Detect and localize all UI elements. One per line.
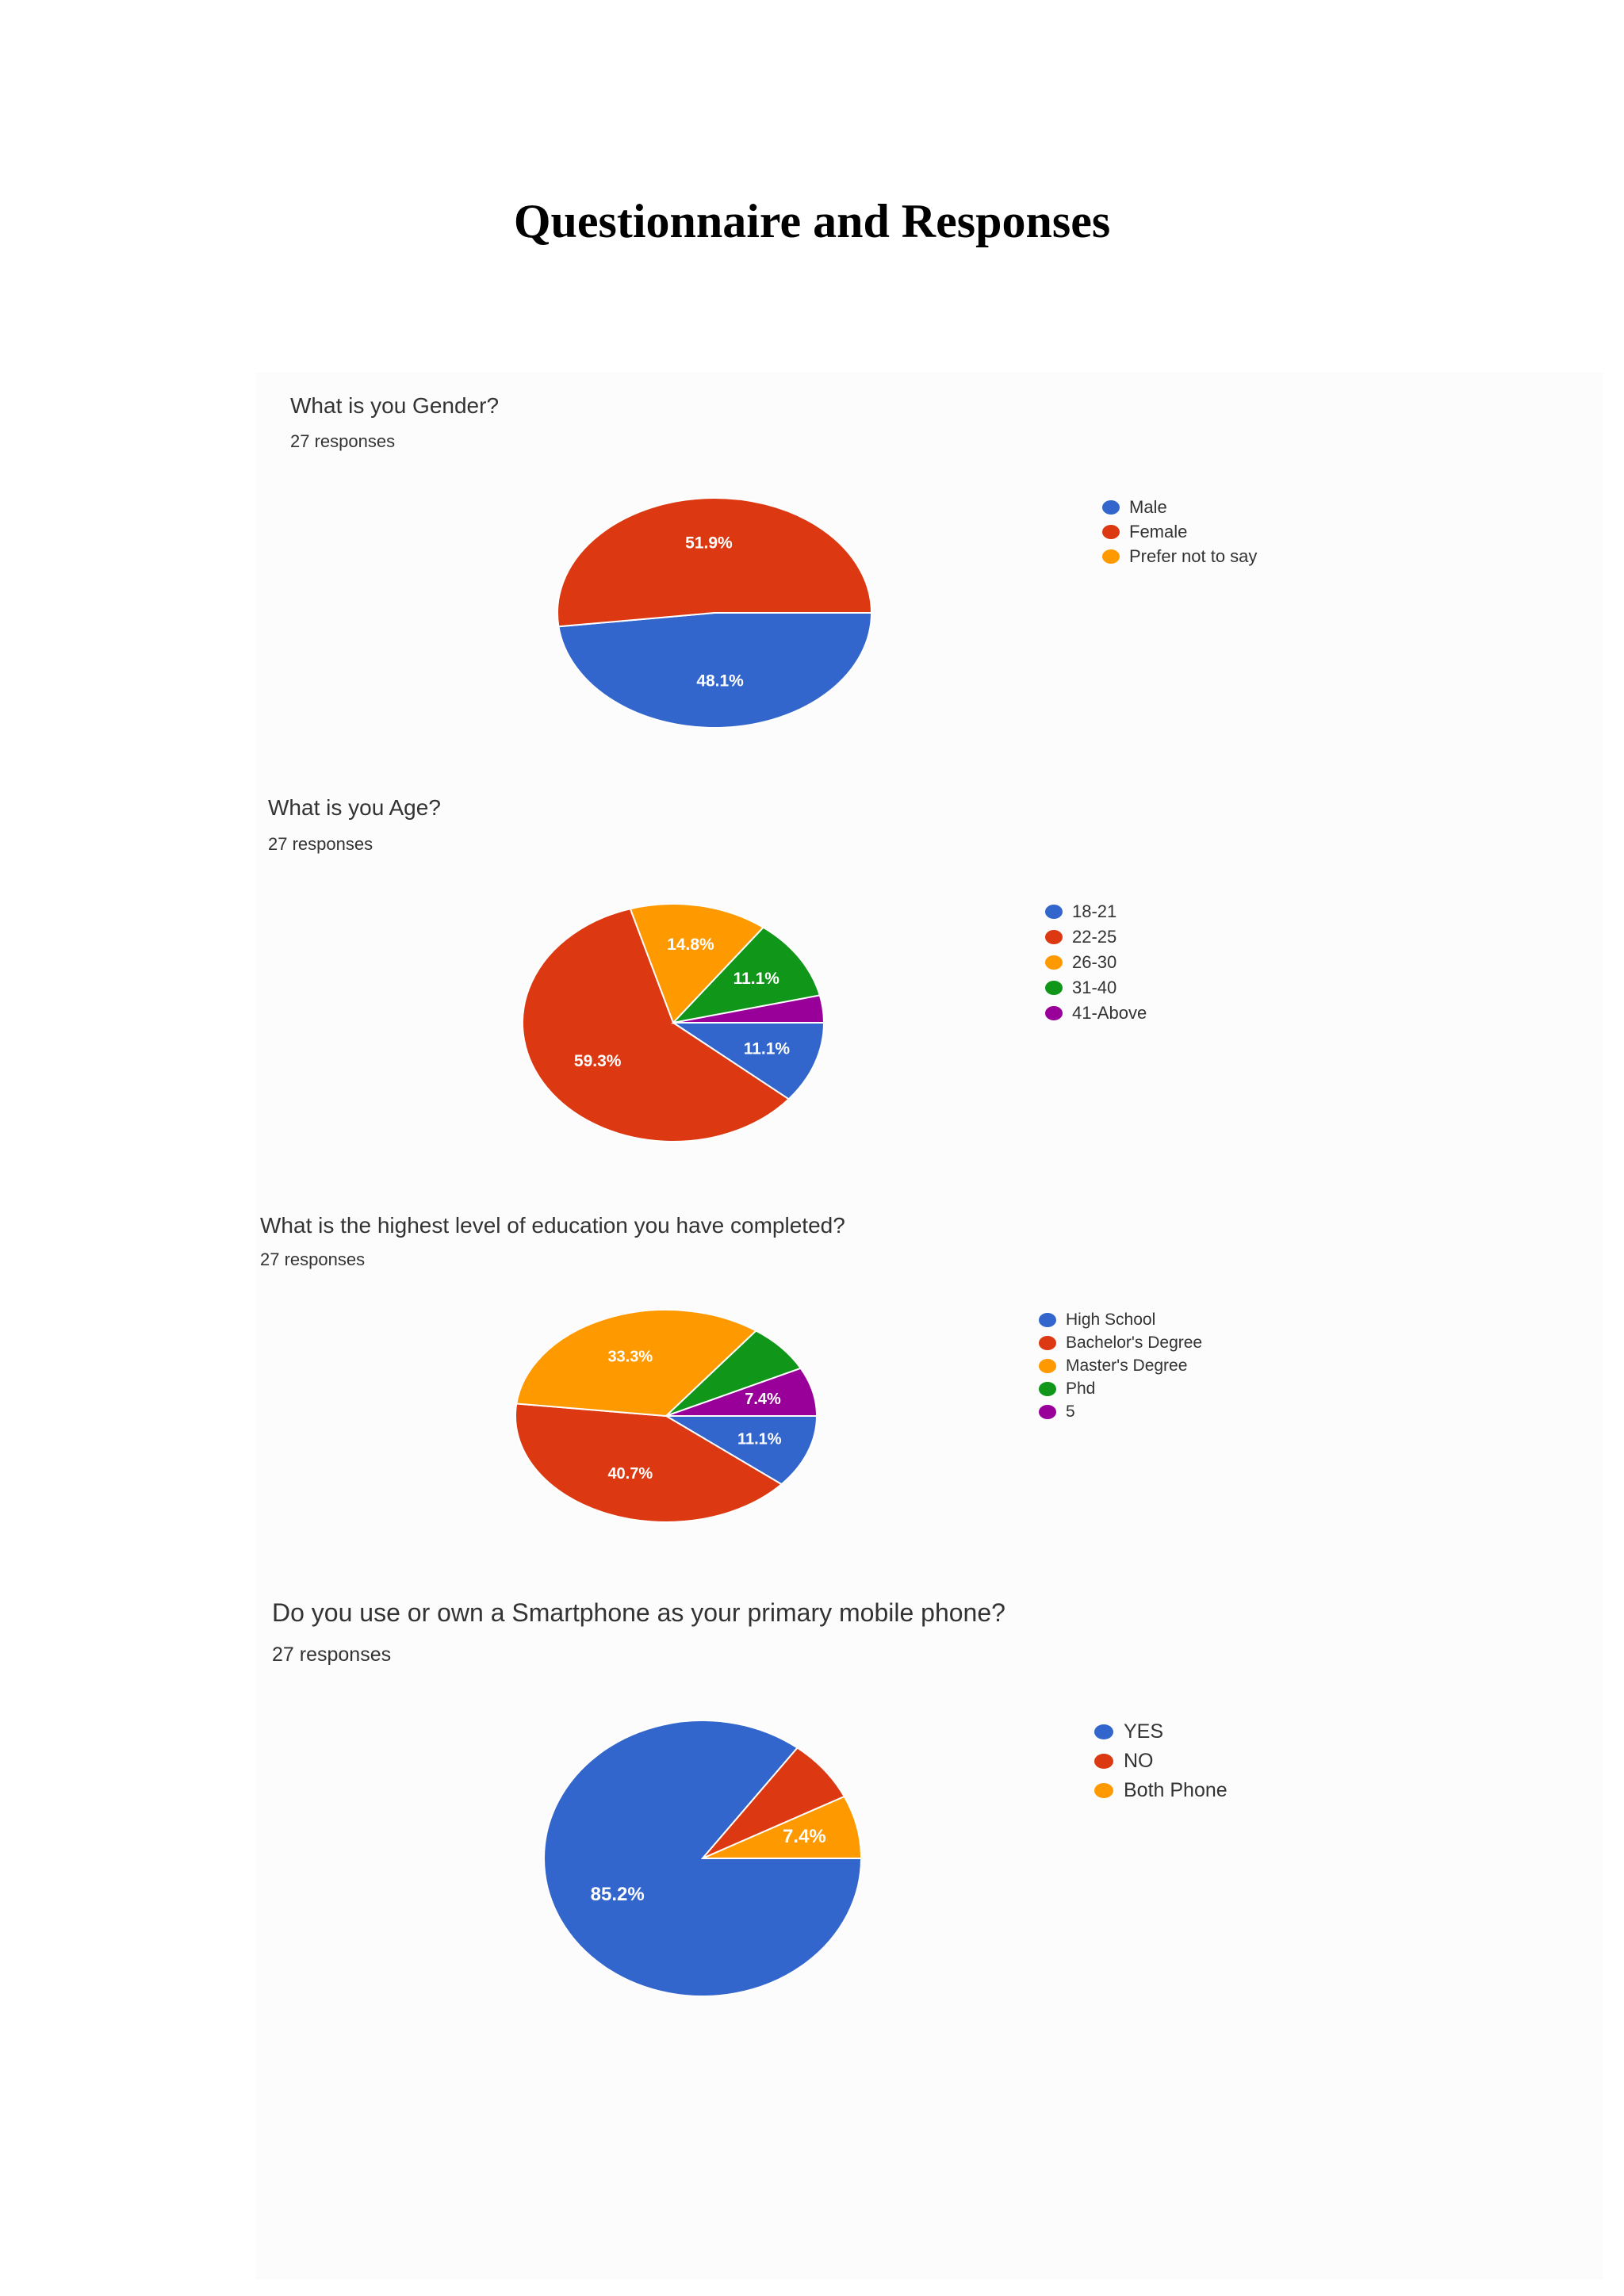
legend-item[interactable]: Master's Degree [1039, 1354, 1202, 1377]
legend-color-dot-icon [1039, 1358, 1056, 1373]
legend-color-dot-icon [1039, 1312, 1056, 1327]
legend-label: Bachelor's Degree [1066, 1333, 1203, 1352]
legend-label: 18-21 [1072, 901, 1117, 921]
legend-label: NO [1124, 1750, 1154, 1772]
legend-color-dot-icon [1094, 1724, 1113, 1739]
legend-item[interactable]: Prefer not to say [1102, 544, 1257, 568]
legend: YES NO Both Phone [1094, 1717, 1228, 1805]
legend: 18-21 22-25 26-30 31-40 41-Above [1045, 899, 1147, 1026]
chart-panel-education [255, 1197, 1603, 1598]
legend-item[interactable]: Male [1102, 495, 1257, 519]
legend-color-dot-icon [1094, 1783, 1113, 1798]
pie-slice-22-25 [522, 908, 791, 1142]
pie-slice-18-21 [670, 1022, 825, 1100]
pie-slice-26-30 [629, 902, 765, 1024]
legend-label: 26-30 [1072, 952, 1117, 972]
legend-color-dot-icon [1045, 981, 1063, 995]
data-label: 51.9% [685, 534, 733, 553]
legend-color-dot-icon [1039, 1404, 1056, 1419]
legend-color-dot-icon [1045, 905, 1063, 919]
data-label: 33.3% [607, 1348, 653, 1365]
response-count: 27 responses [272, 1644, 392, 1666]
data-label: 11.1% [733, 970, 780, 988]
legend-item[interactable]: 5 [1039, 1400, 1202, 1423]
legend: Male Female Prefer not to say [1102, 495, 1257, 568]
legend-label: 5 [1066, 1402, 1075, 1421]
legend-item[interactable]: 18-21 [1045, 899, 1147, 924]
pie-slice-master-s-degree [515, 1309, 758, 1418]
legend-label: 41-Above [1072, 1003, 1147, 1023]
pie-slice-31-40 [671, 926, 822, 1024]
data-label: 40.7% [607, 1465, 653, 1483]
legend-color-dot-icon [1039, 1381, 1056, 1396]
legend-item[interactable]: High School [1039, 1308, 1202, 1331]
pie-slice-female [557, 496, 873, 628]
legend-item[interactable]: YES [1094, 1717, 1228, 1747]
legend-label: Male [1129, 496, 1167, 517]
question-title: What is you Gender? [290, 393, 500, 418]
legend-item[interactable]: 31-40 [1045, 975, 1147, 1001]
data-label: 11.1% [737, 1430, 782, 1448]
response-count: 27 responses [290, 431, 396, 451]
pie-slice-both-phone [702, 1795, 863, 1859]
legend-item[interactable]: 26-30 [1045, 950, 1147, 975]
legend-color-dot-icon [1045, 955, 1063, 970]
legend-item[interactable]: Bachelor's Degree [1039, 1331, 1202, 1354]
data-label: 59.3% [574, 1052, 622, 1070]
data-label: 7.4% [783, 1826, 826, 1847]
legend-item[interactable]: 22-25 [1045, 924, 1147, 950]
legend-color-dot-icon [1045, 930, 1063, 944]
legend-color-dot-icon [1102, 524, 1120, 539]
legend-label: Master's Degree [1066, 1356, 1188, 1375]
data-label: 14.8% [667, 936, 714, 954]
legend-label: 22-25 [1072, 927, 1117, 947]
response-count: 27 responses [260, 1249, 366, 1269]
chart-panel-smartphone [255, 1598, 1603, 2279]
question-title: What is the highest level of education y… [260, 1213, 845, 1238]
legend: High School Bachelor's Degree Master's Deg… [1039, 1308, 1202, 1423]
response-count: 27 responses [268, 834, 373, 854]
legend-item[interactable]: Both Phone [1094, 1776, 1228, 1805]
data-label: 48.1% [696, 672, 744, 690]
data-label: 11.1% [744, 1039, 791, 1058]
legend-label: YES [1124, 1720, 1164, 1743]
legend-label: Both Phone [1124, 1779, 1228, 1801]
legend-label: 31-40 [1072, 978, 1117, 997]
chart-panel-gender [255, 373, 1603, 785]
legend-label: High School [1066, 1310, 1156, 1329]
legend-item[interactable]: 41-Above [1045, 1001, 1147, 1026]
data-label: 85.2% [591, 1884, 645, 1905]
legend-color-dot-icon [1094, 1754, 1113, 1769]
pie-slice-male [557, 612, 873, 729]
question-title: What is you Age? [268, 795, 441, 820]
pie-slice-bachelor-s-degree [514, 1402, 783, 1523]
question-title: Do you use or own a Smartphone as your p… [272, 1598, 1005, 1627]
pie-slice-high-school [663, 1415, 818, 1486]
chart-panel-age [255, 785, 1603, 1197]
legend-item[interactable]: Phd [1039, 1377, 1202, 1400]
pie-slice-5 [665, 1367, 818, 1417]
pie-slice-yes [543, 1720, 863, 1997]
legend-label: Phd [1066, 1379, 1096, 1398]
legend-color-dot-icon [1102, 549, 1120, 564]
legend-color-dot-icon [1039, 1335, 1056, 1350]
data-label: 7.4% [745, 1391, 781, 1408]
legend-item[interactable]: NO [1094, 1747, 1228, 1776]
legend-color-dot-icon [1102, 499, 1120, 515]
legend-color-dot-icon [1045, 1006, 1063, 1020]
legend-item[interactable]: Female [1102, 519, 1257, 544]
legend-label: Prefer not to say [1129, 545, 1258, 566]
page-title: Questionnaire and Responses [513, 195, 1111, 247]
pie-slice-41-above [672, 994, 825, 1024]
legend-label: Female [1129, 521, 1188, 541]
